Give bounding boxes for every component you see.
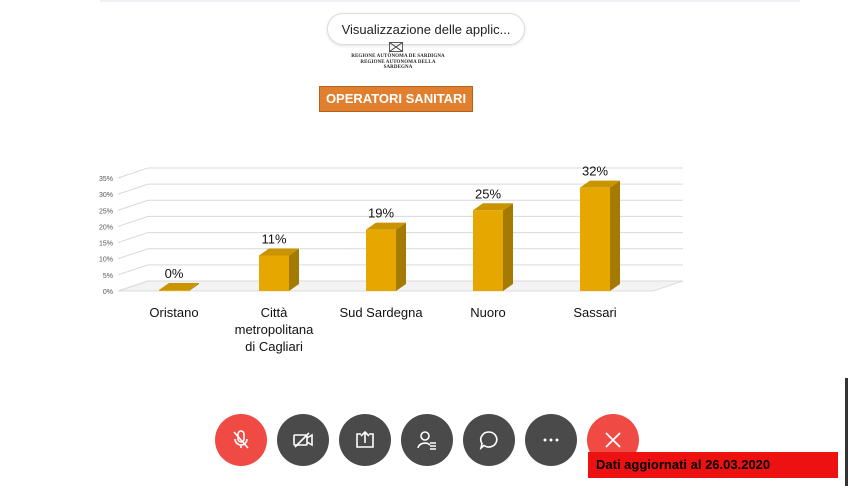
x-category-label: Nuoro	[470, 305, 505, 320]
x-category-label: di Cagliari	[245, 339, 303, 354]
bar-value-label: 32%	[582, 164, 608, 179]
top-edge	[100, 0, 800, 2]
y-tick-label: 20%	[99, 224, 113, 231]
bar-chart: 0% 5% 10% 15% 20% 25% 30% 35% 0% Oristano 11% Città…	[99, 164, 684, 354]
y-tick-label: 0%	[103, 289, 113, 296]
gridline	[117, 199, 683, 211]
window-edge	[845, 378, 848, 486]
x-category-label: Città	[261, 305, 289, 320]
bar-front	[366, 229, 396, 291]
bar-value-label: 11%	[261, 231, 286, 246]
share-icon	[356, 430, 374, 448]
data-updated-note: Dati aggiornati al 26.03.2020	[588, 452, 838, 478]
bar-side	[610, 180, 620, 291]
bar-value-label: 25%	[475, 186, 501, 201]
bar-value-label: 19%	[368, 206, 394, 221]
camera-off-button[interactable]	[277, 414, 329, 466]
y-tick-label: 30%	[99, 192, 113, 199]
participants-button[interactable]	[401, 414, 453, 466]
x-category-label: Sassari	[573, 305, 616, 320]
mic-muted-button[interactable]	[215, 414, 267, 466]
bar-side	[396, 222, 406, 291]
participants-icon	[417, 431, 436, 450]
chat-icon	[479, 431, 498, 451]
bar-top	[580, 180, 620, 188]
app-view-label[interactable]: Visualizzazione delle applic...	[327, 13, 525, 45]
y-tick-label: 15%	[99, 241, 113, 248]
y-tick-label: 25%	[99, 208, 113, 215]
bar-top	[259, 248, 299, 256]
bar-value-label: 0%	[165, 266, 184, 281]
y-tick-label: 5%	[103, 273, 113, 280]
logo-line-1: REGIONE AUTÒNOMA DE SARDIGNA	[351, 54, 445, 59]
camera-off-icon	[293, 432, 313, 448]
bar-top	[159, 283, 199, 290]
bar-top	[473, 203, 513, 211]
x-category-label: Sud Sardegna	[339, 305, 423, 320]
bar-front	[580, 187, 610, 291]
bar-side	[503, 203, 513, 291]
bar-side	[189, 283, 199, 291]
logo-line-2: REGIONE AUTONOMA DELLA SARDEGNA	[360, 60, 436, 70]
bar-side	[289, 248, 299, 291]
gridline	[117, 167, 683, 179]
more-options-button[interactable]	[525, 414, 577, 466]
x-category-label: metropolitana	[235, 322, 315, 337]
bar-front	[159, 290, 189, 291]
region-logo: REGIONE AUTÒNOMA DE SARDIGNA REGIONE AUT…	[348, 40, 448, 70]
bar-top	[366, 222, 406, 230]
bar-front	[473, 210, 503, 291]
chat-button[interactable]	[463, 414, 515, 466]
close-icon	[605, 432, 621, 448]
share-screen-button[interactable]	[339, 414, 391, 466]
x-category-label: Oristano	[149, 305, 198, 320]
region-emblem-icon	[389, 42, 403, 52]
more-icon	[543, 438, 559, 442]
bar-front	[259, 255, 289, 291]
y-tick-label: 10%	[99, 257, 113, 264]
mic-off-icon	[233, 430, 249, 449]
gridline	[117, 183, 683, 195]
y-tick-label: 35%	[99, 176, 113, 183]
slide-title: OPERATORI SANITARI	[319, 86, 473, 112]
